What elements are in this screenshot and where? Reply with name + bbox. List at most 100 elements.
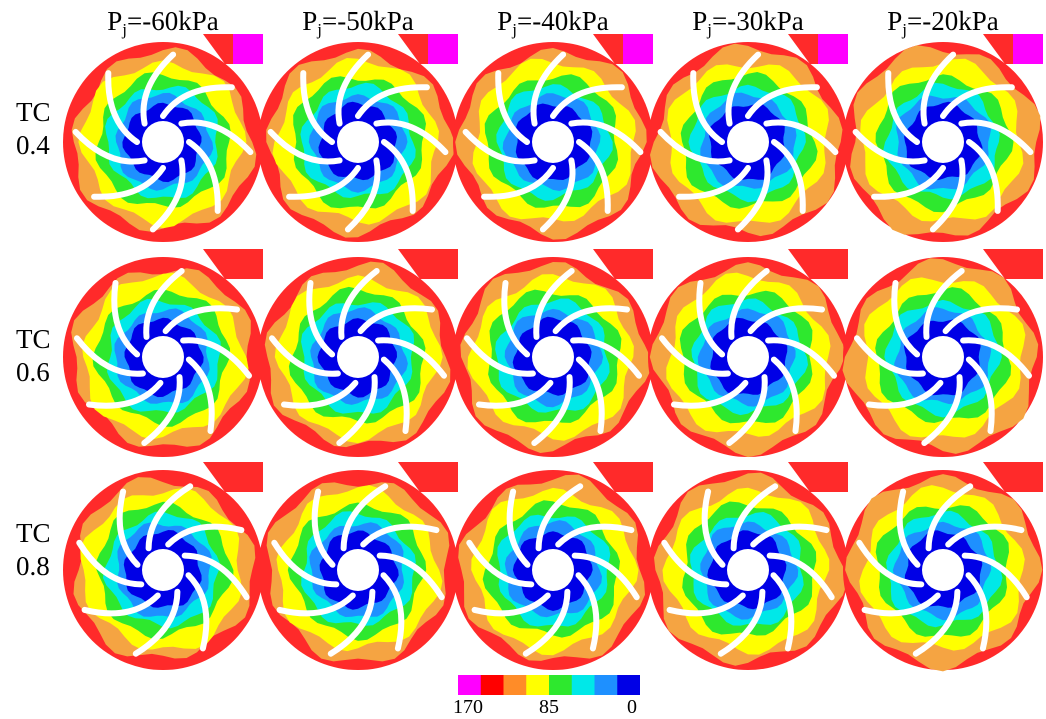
impeller-hub — [727, 121, 769, 163]
impeller-blade — [143, 268, 185, 340]
column-header-1: Pj=-60kPa — [107, 6, 219, 39]
impeller-blade — [734, 157, 771, 233]
impeller-blade — [770, 356, 800, 434]
impeller-blade — [942, 305, 1020, 335]
impeller-blade — [522, 588, 571, 657]
impeller-blade — [659, 335, 731, 377]
impeller-blade — [570, 337, 642, 379]
outlet-duct-tip — [1013, 462, 1043, 492]
impeller-blade — [149, 157, 186, 233]
impeller-blade — [185, 356, 215, 434]
impeller-blade — [355, 84, 430, 119]
row-label-tc-0-8: TC 0.8 — [16, 517, 51, 583]
colorbar-label-mid: 85 — [539, 696, 559, 718]
impeller-blade — [854, 335, 926, 377]
impeller-blade — [335, 51, 372, 127]
column-header-4: Pj=-30kPa — [692, 6, 804, 39]
impeller-blade — [306, 280, 336, 358]
colorbar-swatch — [526, 675, 550, 695]
impeller-blade — [925, 483, 974, 552]
impeller-blade — [462, 128, 538, 165]
impeller-blade — [327, 588, 376, 657]
impeller-blade — [336, 374, 378, 446]
impeller-blade — [495, 70, 530, 145]
impeller-blade — [340, 483, 389, 552]
outlet-duct-tip — [233, 462, 263, 492]
impeller-blade — [690, 70, 725, 145]
colorbar-swatch — [458, 675, 482, 695]
impeller-blade — [856, 539, 925, 588]
contour-panel-r3-c3 — [453, 462, 653, 670]
impeller-blade — [552, 305, 630, 335]
column-header-3: Pj=-40kPa — [497, 6, 609, 39]
impeller-blade — [750, 523, 830, 548]
column-header-2: Pj=-50kPa — [302, 6, 414, 39]
colorbar-swatch — [503, 675, 527, 695]
contour-panel-r2-c2 — [258, 249, 458, 457]
impeller-blade — [145, 483, 194, 552]
impeller-hub — [337, 336, 379, 378]
impeller-blade — [571, 552, 640, 601]
impeller-blade — [965, 572, 990, 652]
colorbar-swatch — [617, 675, 640, 695]
impeller-blade — [747, 305, 825, 335]
impeller-blade — [86, 379, 164, 409]
impeller-blade — [961, 552, 1030, 601]
impeller-blade — [576, 139, 611, 214]
contour-panel-r3-c5 — [843, 462, 1043, 672]
impeller-blade — [286, 165, 361, 200]
impeller-blade — [763, 119, 839, 156]
impeller-blade — [271, 539, 340, 588]
impeller-blade — [885, 70, 920, 145]
impeller-blade — [344, 157, 381, 233]
impeller-blade — [501, 280, 531, 358]
impeller-blade — [185, 572, 210, 652]
impeller-blade — [376, 552, 445, 601]
row-label-line1: TC — [16, 324, 51, 354]
impeller-hub — [532, 336, 574, 378]
impeller-blade — [770, 572, 795, 652]
impeller-blade — [338, 268, 380, 340]
impeller-blade — [921, 374, 963, 446]
impeller-blade — [380, 572, 405, 652]
contour-panel-r3-c2 — [258, 462, 458, 670]
row-label-line2: 0.8 — [16, 551, 50, 581]
impeller-blade — [676, 165, 751, 200]
impeller-blade — [74, 335, 146, 377]
impeller-blade — [940, 84, 1015, 119]
impeller-blade — [116, 488, 141, 568]
impeller-blade — [81, 592, 161, 617]
contour-panel-r1-c3 — [453, 34, 653, 242]
impeller-blade — [105, 70, 140, 145]
impeller-blade — [896, 488, 921, 568]
impeller-hub — [727, 336, 769, 378]
impeller-blade — [181, 552, 250, 601]
outlet-duct-tip — [818, 34, 848, 64]
impeller-blade — [375, 337, 447, 379]
impeller-blade — [72, 128, 148, 165]
impeller-blade — [960, 337, 1032, 379]
impeller-blade — [300, 70, 335, 145]
impeller-blade — [666, 592, 746, 617]
impeller-blade — [766, 552, 835, 601]
impeller-blade — [966, 139, 1001, 214]
impeller-blade — [476, 379, 554, 409]
impeller-blade — [276, 592, 356, 617]
row-label-line1: TC — [16, 97, 51, 127]
impeller-blade — [725, 51, 762, 127]
outlet-duct-tip — [623, 462, 653, 492]
impeller-blade — [178, 119, 254, 156]
impeller-blade — [657, 128, 733, 165]
impeller-blade — [380, 356, 410, 434]
outlet-duct-tip — [818, 462, 848, 492]
impeller-blade — [357, 305, 435, 335]
impeller-hub — [922, 336, 964, 378]
impeller-hub — [337, 549, 379, 591]
impeller-hub — [532, 549, 574, 591]
impeller-blade — [575, 572, 600, 652]
contour-panel-r3-c4 — [648, 462, 848, 670]
colorbar — [458, 675, 640, 695]
outlet-duct-tip — [623, 34, 653, 64]
column-header-5: Pj=-20kPa — [887, 6, 999, 39]
impeller-hub — [532, 121, 574, 163]
